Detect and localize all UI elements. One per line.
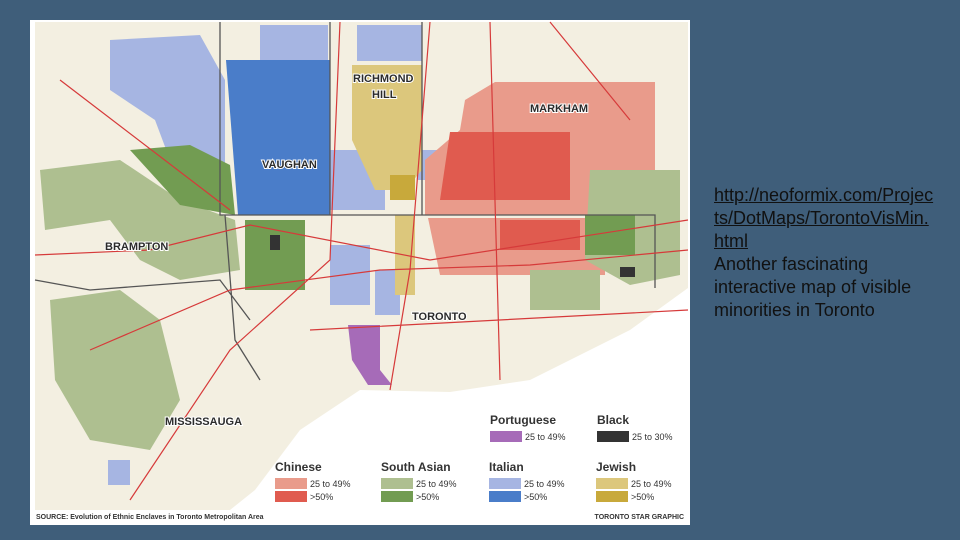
legend-item: 25 to 49% xyxy=(631,479,672,489)
legend-group: Chinese xyxy=(275,460,322,474)
place-label: VAUGHAN xyxy=(262,159,317,171)
legend-swatch xyxy=(490,431,522,442)
legend-swatch xyxy=(381,491,413,502)
credit: TORONTO STAR GRAPHIC xyxy=(595,514,684,521)
source: SOURCE: Evolution of Ethnic Enclaves in … xyxy=(36,514,264,521)
legend-swatch xyxy=(381,478,413,489)
description: Another fascinating interactive map of v… xyxy=(714,254,912,320)
legend-swatch xyxy=(596,491,628,502)
place-label: TORONTO xyxy=(412,311,467,323)
map: RICHMOND HILL MARKHAM VAUGHAN BRAMPTON T… xyxy=(30,20,690,525)
side-text: http://neoformix.com/Projects/DotMaps/To… xyxy=(714,184,934,322)
legend-group: Jewish xyxy=(596,460,636,474)
legend-swatch xyxy=(275,478,307,489)
italian-core xyxy=(226,60,330,215)
legend-item: 25 to 49% xyxy=(525,432,566,442)
legend-swatch xyxy=(275,491,307,502)
legend-swatch xyxy=(597,431,629,442)
portuguese-areas xyxy=(348,325,392,385)
place-label: RICHMOND xyxy=(353,73,414,85)
legend-item: 25 to 49% xyxy=(310,479,351,489)
roads xyxy=(34,21,689,501)
legend-swatch xyxy=(489,478,521,489)
legend-item: 25 to 49% xyxy=(416,479,457,489)
legend-item: 25 to 49% xyxy=(524,479,565,489)
south-asian-core xyxy=(130,145,635,290)
legend-group: South Asian xyxy=(381,460,451,474)
legend-swatch xyxy=(489,491,521,502)
jewish-areas xyxy=(352,65,422,190)
link[interactable]: http://neoformix.com/Projects/DotMaps/To… xyxy=(714,185,934,251)
legend-group: Italian xyxy=(489,460,524,474)
black-areas xyxy=(620,267,635,277)
black-areas xyxy=(270,235,280,250)
place-label: MARKHAM xyxy=(530,103,588,115)
chinese-core xyxy=(440,132,570,200)
legend-group: Black xyxy=(597,413,629,427)
chinese-core xyxy=(500,220,580,250)
place-label: BRAMPTON xyxy=(105,241,168,253)
legend-swatch xyxy=(596,478,628,489)
legend-item: >50% xyxy=(524,492,547,502)
legend-item: >50% xyxy=(631,492,654,502)
place-label: HILL xyxy=(372,89,397,101)
legend-item: 25 to 30% xyxy=(632,432,673,442)
jewish-core xyxy=(390,175,415,200)
legend-item: >50% xyxy=(416,492,439,502)
place-label: MISSISSAUGA xyxy=(165,416,242,428)
legend-item: >50% xyxy=(310,492,333,502)
legend-group: Portuguese xyxy=(490,413,556,427)
